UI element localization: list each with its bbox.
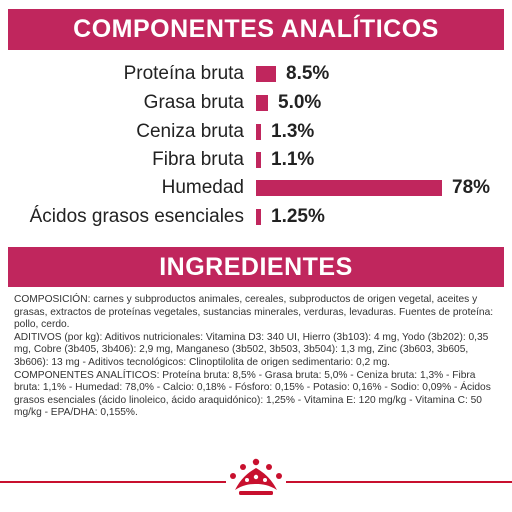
analytics-row: Ácidos grasos esenciales 1.25% — [0, 203, 512, 231]
analytics-header: COMPONENTES ANALÍTICOS — [8, 9, 504, 50]
analytics-paragraph: COMPONENTES ANALÍTICOS: Proteína bruta: … — [14, 369, 491, 419]
analytics-bar — [256, 66, 276, 82]
analytics-label: Grasa bruta — [143, 92, 244, 113]
analytics-value: 8.5% — [286, 63, 330, 84]
analytics-row: Fibra bruta 1.1% — [0, 146, 512, 174]
analytics-label: Fibra bruta — [152, 149, 244, 170]
analytics-bar — [256, 152, 261, 168]
analytics-row: Proteína bruta 8.5% — [0, 60, 512, 88]
analytics-row: Humedad 78% — [0, 174, 512, 202]
analytics-value: 78% — [452, 177, 491, 198]
footer-divider-left — [0, 481, 226, 483]
analytics-row: Ceniza bruta 1.3% — [0, 118, 512, 146]
ingredients-header: INGREDIENTES — [8, 247, 504, 287]
analytics-table: Proteína bruta 8.5% Grasa bruta 5.0% Cen… — [0, 60, 512, 240]
analytics-bar — [256, 124, 261, 140]
analytics-bar — [256, 209, 261, 225]
analytics-label: Ceniza bruta — [136, 121, 244, 142]
additives-paragraph: ADITIVOS (por kg): Aditivos nutricionale… — [14, 331, 489, 368]
analytics-value: 5.0% — [278, 92, 322, 113]
analytics-value: 1.3% — [271, 121, 315, 142]
analytics-value: 1.25% — [271, 206, 325, 227]
analytics-value: 1.1% — [271, 149, 315, 170]
composition-paragraph: COMPOSICIÓN: carnes y subproductos anima… — [14, 294, 494, 331]
analytics-row: Grasa bruta 5.0% — [0, 89, 512, 117]
analytics-bar — [256, 95, 268, 111]
analytics-label: Humedad — [161, 177, 244, 198]
royal-canin-crown-icon — [230, 458, 282, 495]
ingredients-text: COMPOSICIÓN: carnes y subproductos anima… — [14, 294, 498, 420]
analytics-label: Ácidos grasos esenciales — [29, 206, 244, 227]
footer-divider-right — [286, 481, 512, 483]
analytics-label: Proteína bruta — [123, 63, 244, 84]
analytics-bar — [256, 180, 442, 196]
